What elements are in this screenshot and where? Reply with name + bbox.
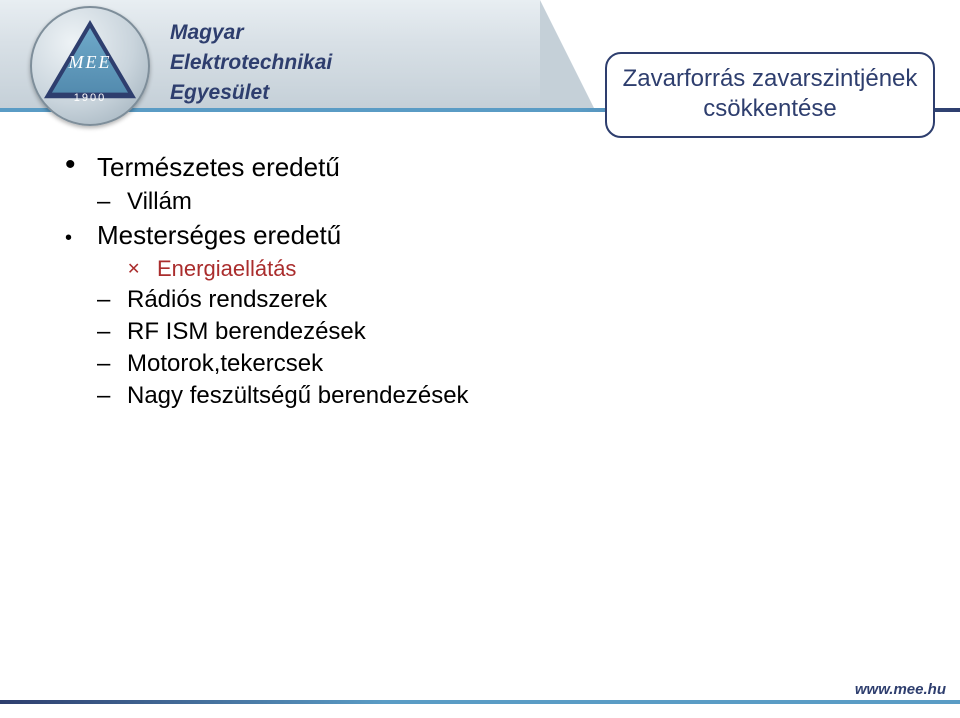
org-name: Magyar Elektrotechnikai Egyesület <box>170 18 332 108</box>
dash-icon: – <box>97 350 127 378</box>
x-icon: ✕ <box>127 259 157 279</box>
org-name-line3: Egyesület <box>170 78 332 108</box>
footer-url: www.mee.hu <box>855 681 946 698</box>
list-subitem-text: Motorok,tekercsek <box>127 348 323 380</box>
org-logo: MEE 1900 <box>30 6 150 126</box>
slide-footer: www.mee.hu <box>0 684 960 718</box>
list-subitem: – Villám <box>97 186 715 218</box>
list-item-text: Természetes eredetű <box>97 150 340 184</box>
list-item: • Mesterséges eredetű <box>65 218 715 252</box>
list-subitem: – Motorok,tekercsek <box>97 348 715 380</box>
list-subitem-highlight: ✕ Energiaellátás <box>127 254 715 284</box>
list-subitem-text: Nagy feszültségű berendezések <box>127 380 469 412</box>
list-subitem-text: Rádiós rendszerek <box>127 284 327 316</box>
dash-icon: – <box>97 188 127 216</box>
logo-year: 1900 <box>30 92 150 104</box>
dash-icon: – <box>97 318 127 346</box>
list-subitem-text: Villám <box>127 186 192 218</box>
list-subitem-text: RF ISM berendezések <box>127 316 366 348</box>
list-item: • Természetes eredetű <box>65 150 715 184</box>
org-name-line2: Elektrotechnikai <box>170 48 332 78</box>
list-subitem: – Nagy feszültségű berendezések <box>97 380 715 412</box>
slide-content: • Természetes eredetű – Villám • Mesters… <box>65 150 715 412</box>
logo-monogram: MEE <box>30 52 150 73</box>
org-name-line1: Magyar <box>170 18 332 48</box>
dash-icon: – <box>97 286 127 314</box>
bullet-icon: • <box>65 153 97 177</box>
list-subitem: – RF ISM berendezések <box>97 316 715 348</box>
footer-line <box>0 700 960 704</box>
dash-icon: – <box>97 382 127 410</box>
bullet-icon: • <box>65 227 97 250</box>
callout-line2: csökkentése <box>619 94 921 124</box>
title-callout: Zavarforrás zavarszintjének csökkentése <box>605 52 935 138</box>
list-subitem: – Rádiós rendszerek <box>97 284 715 316</box>
callout-line1: Zavarforrás zavarszintjének <box>619 64 921 94</box>
list-subitem-text: Energiaellátás <box>157 254 296 284</box>
list-item-text: Mesterséges eredetű <box>97 218 341 252</box>
